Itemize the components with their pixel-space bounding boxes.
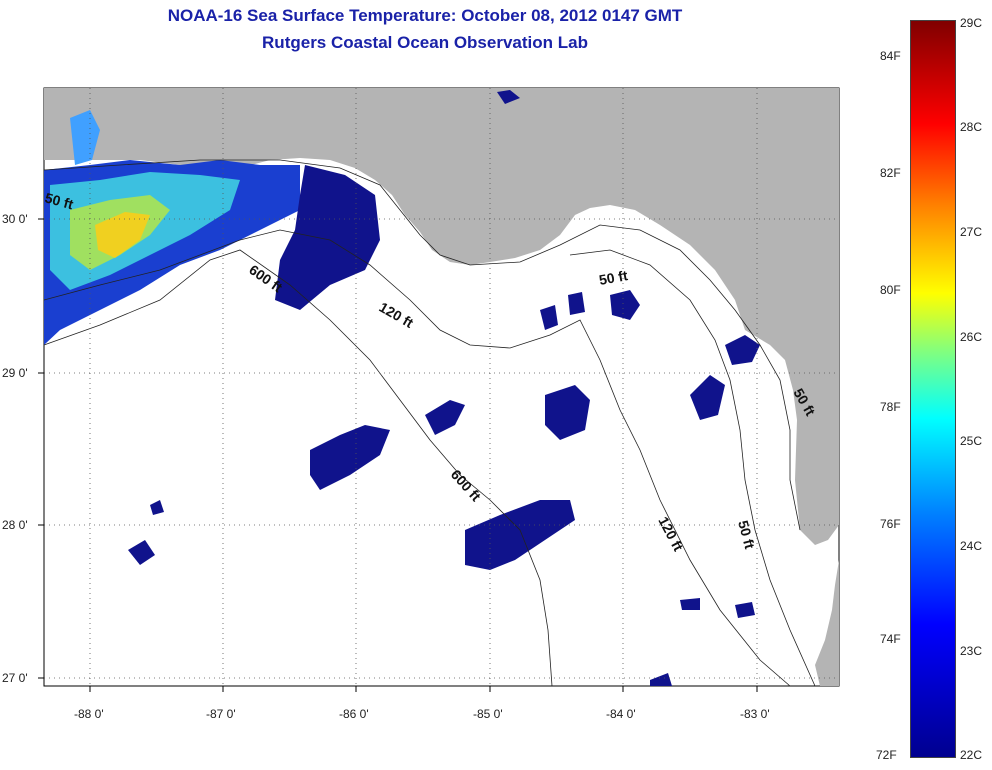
lat-tick-label: 28 0' xyxy=(2,518,28,532)
lon-tick-label: -88 0' xyxy=(74,707,104,721)
contour-label: 50 ft xyxy=(43,189,75,212)
sst-cold-patch xyxy=(680,598,700,610)
contour-label: 50 ft xyxy=(735,519,758,551)
sst-cold-patch xyxy=(465,500,575,570)
sst-cold-patch xyxy=(545,385,590,440)
sst-cold-patch xyxy=(568,292,585,315)
lat-tick-label: 27 0' xyxy=(2,671,28,685)
lon-tick-label: -87 0' xyxy=(206,707,236,721)
sst-warm-patch xyxy=(95,212,150,258)
colorbar-c-label: 27C xyxy=(960,225,983,239)
sst-cold-patch xyxy=(497,90,520,104)
sst-cold-patch xyxy=(150,500,164,515)
land-mass-south xyxy=(815,560,839,686)
colorbar-f-label: 84F xyxy=(880,49,901,63)
colorbar-f-label: 74F xyxy=(880,632,901,646)
colorbar-c-label: 28C xyxy=(960,120,983,134)
lon-tick-label: -84 0' xyxy=(606,707,636,721)
sst-cold-patch xyxy=(735,602,755,618)
map-title: NOAA-16 Sea Surface Temperature: October… xyxy=(167,6,683,25)
contour-50ft xyxy=(43,159,801,531)
sst-cold-patch xyxy=(275,165,380,310)
colorbar-c-label: 26C xyxy=(960,330,983,344)
sst-cold-patch xyxy=(690,375,725,420)
sst-cold-patch xyxy=(650,673,672,686)
colorbar-f-label: 76F xyxy=(880,517,901,531)
frame-ticks xyxy=(38,218,758,692)
lat-tick-label: 30 0' xyxy=(2,212,28,226)
lon-tick-label: -85 0' xyxy=(473,707,503,721)
temperature-colorbar xyxy=(910,20,956,758)
sst-cold-patch xyxy=(310,425,390,490)
colorbar-c-label: 25C xyxy=(960,434,983,448)
contour-120ft xyxy=(43,229,791,687)
map-subtitle: Rutgers Coastal Ocean Observation Lab xyxy=(262,33,588,52)
lon-tick-label: -83 0' xyxy=(740,707,770,721)
colorbar-f-label: 72F xyxy=(876,748,897,762)
colorbar-c-label: 24C xyxy=(960,539,983,553)
sst-map: 50 ft 600 ft 120 ft 50 ft 600 ft 120 ft … xyxy=(2,87,840,721)
sst-cold-patch xyxy=(128,540,155,565)
contour-600ft xyxy=(43,249,553,687)
sst-cold-patch xyxy=(610,290,640,320)
sst-warm-patch xyxy=(70,110,100,165)
colorbar-c-label: 29C xyxy=(960,16,983,30)
contour-label: 50 ft xyxy=(598,267,629,288)
colorbar-f-label: 80F xyxy=(880,283,901,297)
lat-tick-label: 29 0' xyxy=(2,366,28,380)
sst-cold-patch xyxy=(725,335,760,365)
colorbar-c-label: 23C xyxy=(960,644,983,658)
sst-cold-patch xyxy=(425,400,465,435)
colorbar-f-label: 82F xyxy=(880,166,901,180)
colorbar-f-label: 78F xyxy=(880,400,901,414)
sst-cold-patch xyxy=(540,305,558,330)
colorbar-c-label: 22C xyxy=(960,748,983,762)
land-mass xyxy=(44,88,839,545)
lon-tick-label: -86 0' xyxy=(339,707,369,721)
contour-50ft-east xyxy=(569,249,816,687)
